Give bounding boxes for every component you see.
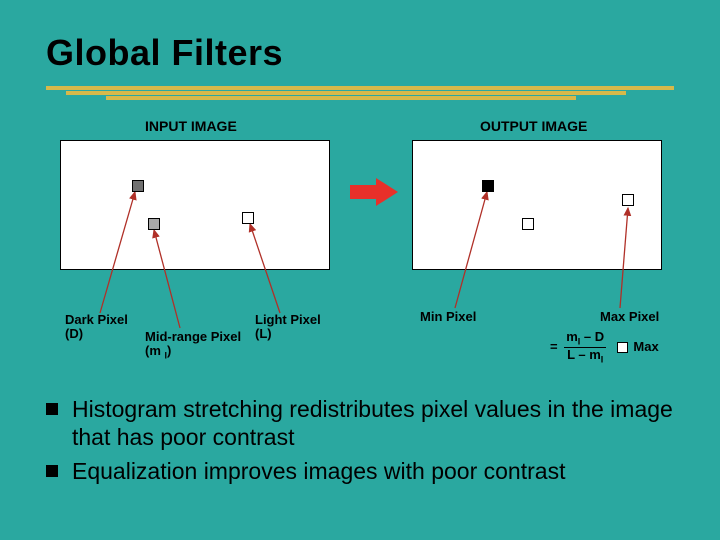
max-box-icon bbox=[617, 342, 628, 353]
pixel-label: Min Pixel bbox=[420, 310, 476, 324]
arrow-head bbox=[376, 178, 398, 206]
slide-title: Global Filters bbox=[46, 32, 283, 74]
underline-stroke-1 bbox=[46, 86, 674, 90]
denominator: L – mI bbox=[564, 348, 606, 365]
pixel-box bbox=[622, 194, 634, 206]
pixel-box bbox=[482, 180, 494, 192]
eq-sign: = bbox=[550, 339, 558, 354]
formula: = mI – D L – mI Max bbox=[550, 330, 659, 365]
output-label: OUTPUT IMAGE bbox=[480, 118, 587, 134]
pixel-box bbox=[242, 212, 254, 224]
fraction: mI – D L – mI bbox=[564, 330, 606, 365]
pixel-label: Light Pixel(L) bbox=[255, 313, 321, 342]
bullet-2: Equalization improves images with poor c… bbox=[46, 457, 674, 485]
title-underline bbox=[46, 86, 674, 100]
pixel-box bbox=[148, 218, 160, 230]
underline-stroke-3 bbox=[106, 96, 576, 100]
diagram: INPUT IMAGE OUTPUT IMAGE Dark Pixel(D) Mi… bbox=[60, 118, 660, 358]
max-text: Max bbox=[633, 339, 658, 354]
transform-arrow bbox=[350, 178, 400, 206]
pixel-box bbox=[132, 180, 144, 192]
pixel-label: Mid-range Pixel(m I) bbox=[145, 330, 241, 362]
arrow-shaft bbox=[350, 185, 378, 199]
pixel-label: Max Pixel bbox=[600, 310, 659, 324]
bullet-1: Histogram stretching redistributes pixel… bbox=[46, 395, 674, 451]
input-label: INPUT IMAGE bbox=[145, 118, 237, 134]
bullet-list: Histogram stretching redistributes pixel… bbox=[46, 395, 674, 491]
input-panel bbox=[60, 140, 330, 270]
numerator: mI – D bbox=[564, 330, 606, 348]
pixel-label: Dark Pixel(D) bbox=[65, 313, 128, 342]
pixel-box bbox=[522, 218, 534, 230]
underline-stroke-2 bbox=[66, 91, 626, 95]
